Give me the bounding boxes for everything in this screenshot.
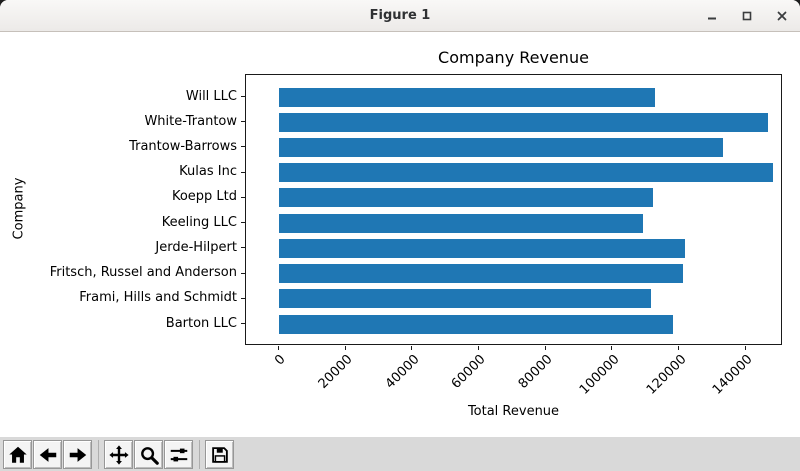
y-tick-mark — [241, 96, 245, 97]
y-axis-label: Company — [11, 177, 27, 240]
x-tick-mark — [611, 346, 613, 350]
move-arrows-icon — [108, 444, 129, 465]
toolbar-separator — [199, 440, 200, 469]
maximize-button[interactable] — [735, 4, 759, 28]
arrow-left-icon — [39, 447, 56, 462]
bar — [279, 188, 653, 208]
y-tick-label: Kulas Inc — [179, 164, 237, 180]
bar — [279, 314, 673, 334]
bar — [279, 163, 773, 183]
x-tick-mark — [477, 346, 479, 350]
y-tick-mark — [241, 171, 245, 173]
x-tick-mark — [744, 346, 746, 350]
close-button[interactable] — [770, 4, 794, 28]
navigation-toolbar — [0, 437, 800, 471]
bar — [279, 112, 768, 132]
close-icon — [777, 11, 787, 21]
toolbar-separator — [98, 440, 99, 469]
magnifier-icon — [140, 446, 159, 465]
y-tick-mark — [241, 272, 245, 274]
home-icon — [8, 446, 27, 463]
x-axis-label: Total Revenue — [467, 404, 560, 419]
pan-button[interactable] — [104, 440, 133, 469]
configure-subplots-button[interactable] — [164, 440, 193, 469]
y-tick-label: Keeling LLC — [161, 214, 237, 230]
bar — [279, 289, 652, 309]
x-tick-mark — [678, 346, 680, 350]
floppy-disk-icon — [211, 446, 228, 463]
x-tick-mark — [411, 346, 413, 350]
minimize-icon — [708, 17, 716, 20]
y-tick-label: Fritsch, Russel and Anderson — [49, 265, 237, 281]
window-title: Figure 1 — [369, 8, 431, 23]
save-button[interactable] — [205, 440, 234, 469]
y-tick-mark — [241, 222, 245, 224]
home-button[interactable] — [3, 440, 32, 469]
y-tick-label: Will LLC — [185, 88, 237, 104]
x-tick-mark — [344, 346, 346, 350]
bar — [279, 238, 685, 258]
bar — [279, 213, 643, 233]
sliders-icon — [170, 448, 187, 461]
plot-area[interactable] — [245, 74, 782, 345]
window-controls — [700, 0, 794, 32]
chart-title: Company Revenue — [438, 48, 589, 67]
minimize-button[interactable] — [700, 4, 724, 28]
y-tick-label: Koepp Ltd — [171, 189, 237, 205]
y-tick-label: Barton LLC — [165, 315, 237, 331]
back-button[interactable] — [33, 440, 62, 469]
y-tick-mark — [241, 196, 245, 198]
figure-canvas[interactable]: Company Revenue Company Total Revenue Wi… — [0, 32, 800, 437]
y-tick-mark — [241, 323, 245, 324]
forward-button[interactable] — [63, 440, 92, 469]
bar — [279, 137, 723, 157]
y-tick-mark — [241, 247, 245, 249]
bar — [279, 87, 655, 107]
y-tick-label: Frami, Hills and Schmidt — [79, 290, 237, 306]
bar — [279, 264, 683, 284]
y-tick-label: Trantow-Barrows — [129, 138, 237, 154]
y-tick-label: Jerde-Hilpert — [155, 239, 237, 255]
arrow-right-icon — [69, 447, 86, 462]
x-tick-mark — [544, 346, 546, 350]
zoom-button[interactable] — [134, 440, 163, 469]
x-tick-mark — [277, 346, 279, 350]
y-tick-mark — [241, 121, 245, 123]
maximize-icon — [742, 11, 752, 21]
titlebar[interactable]: Figure 1 — [0, 0, 800, 32]
y-tick-mark — [241, 146, 245, 148]
y-tick-mark — [241, 297, 245, 299]
y-tick-label: White-Trantow — [144, 113, 237, 129]
